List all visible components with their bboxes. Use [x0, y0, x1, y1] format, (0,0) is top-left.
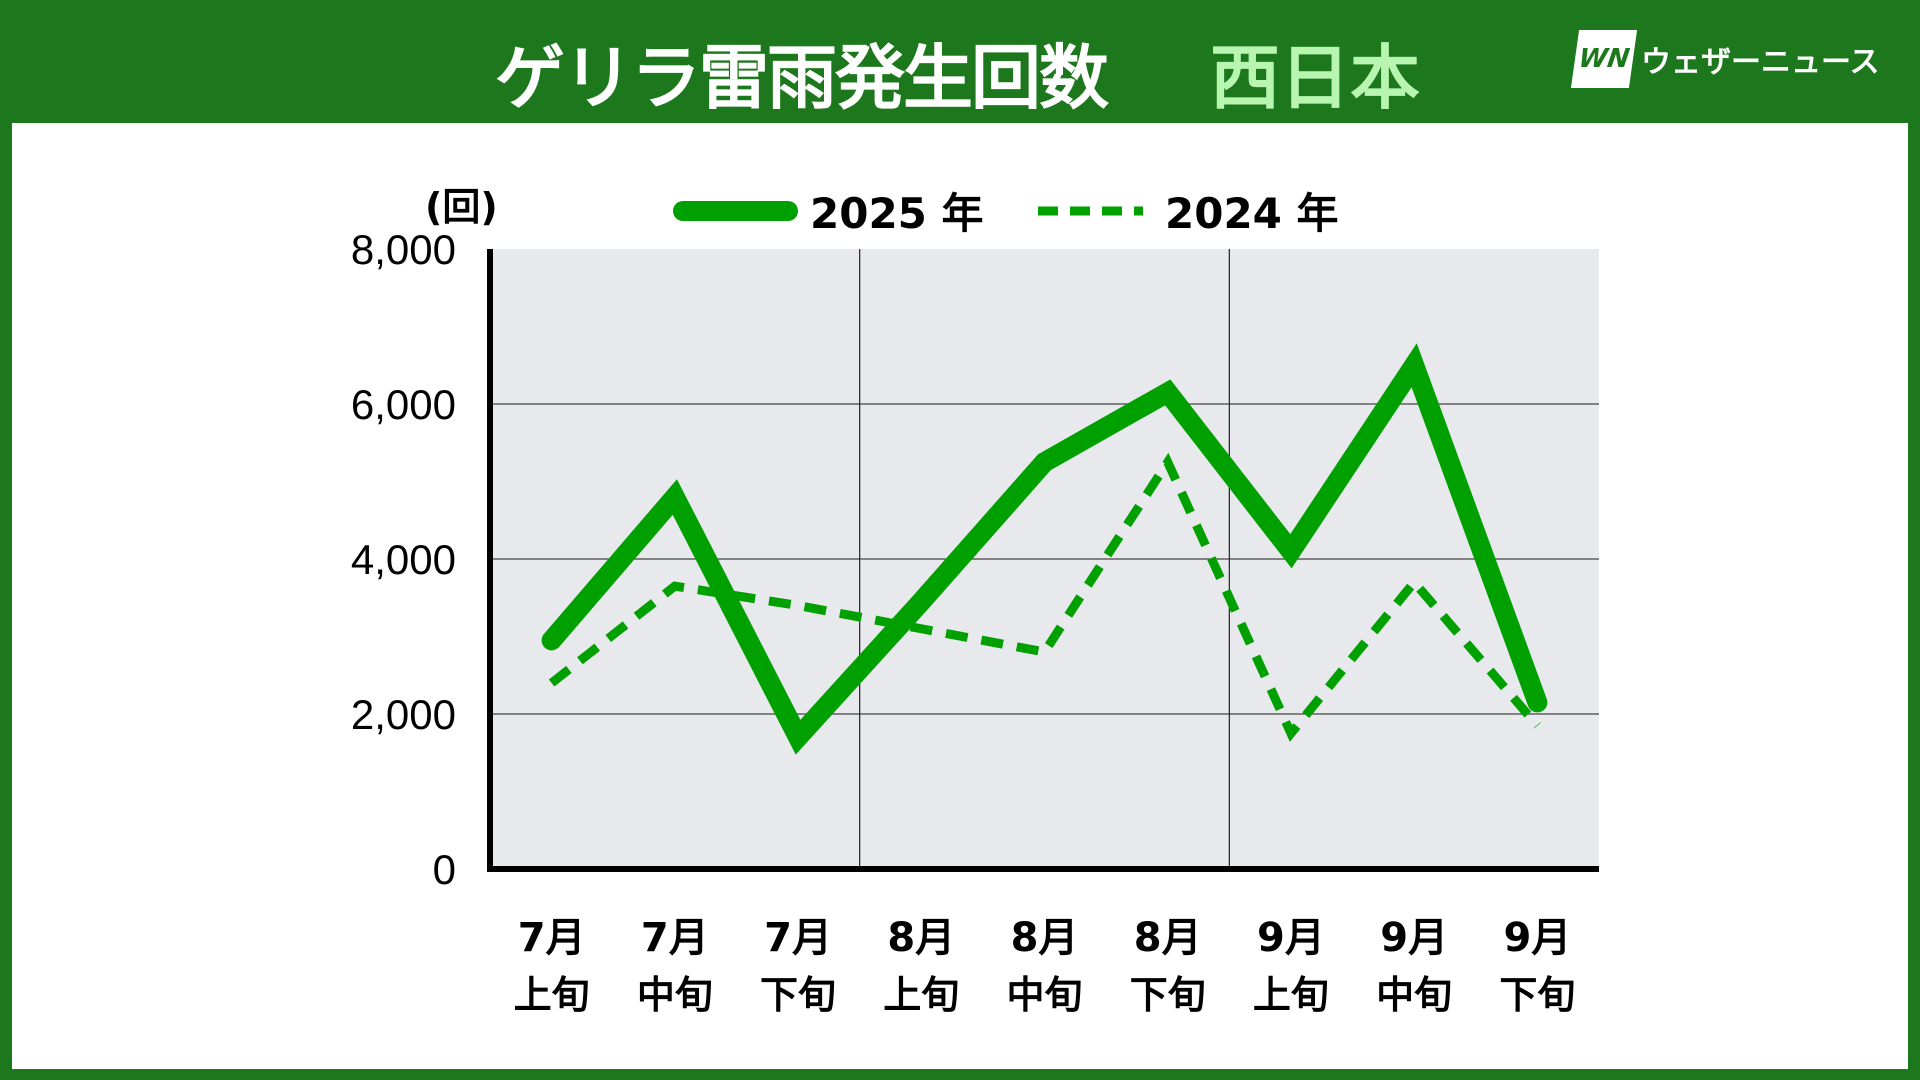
y-tick-label: 0 [433, 846, 456, 893]
x-tick-period: 上旬 [514, 973, 590, 1017]
y-tick-label: 8,000 [351, 226, 456, 273]
x-tick-period: 上旬 [1253, 973, 1329, 1017]
x-tick-month: 9月 [1503, 915, 1571, 961]
y-tick-label: 2,000 [351, 691, 456, 738]
x-tick-period: 下旬 [1499, 973, 1575, 1017]
x-tick-period: 中旬 [1006, 973, 1082, 1017]
x-tick-month: 7月 [764, 915, 832, 961]
x-tick-period: 下旬 [1130, 973, 1206, 1017]
y-tick-label: 6,000 [351, 381, 456, 428]
x-tick-period: 下旬 [760, 973, 836, 1017]
x-tick-month: 8月 [887, 915, 955, 961]
legend-label: 2025 年 [810, 189, 984, 238]
y-axis-unit: (回) [425, 185, 498, 229]
x-tick-month: 8月 [1011, 915, 1079, 961]
header: ゲリラ雷雨発生回数 西日本 WN ウェザーニュース [0, 0, 1920, 123]
x-tick-period: 上旬 [883, 973, 959, 1017]
x-tick-month: 8月 [1134, 915, 1202, 961]
chart-title: ゲリラ雷雨発生回数 [495, 37, 1109, 119]
x-tick-month: 7月 [641, 915, 709, 961]
x-tick-month: 7月 [518, 915, 586, 961]
y-tick-label: 4,000 [351, 536, 456, 583]
x-tick-period: 中旬 [1376, 973, 1452, 1017]
x-tick-month: 9月 [1257, 915, 1325, 961]
x-tick-period: 中旬 [637, 973, 713, 1017]
weathernews-logo: WN ウェザーニュース [1570, 30, 1880, 88]
region-label: 西日本 [1210, 37, 1420, 119]
x-tick-month: 9月 [1380, 915, 1448, 961]
legend-label: 2024 年 [1165, 189, 1339, 238]
logo-text: ウェザーニュース [1641, 45, 1880, 80]
